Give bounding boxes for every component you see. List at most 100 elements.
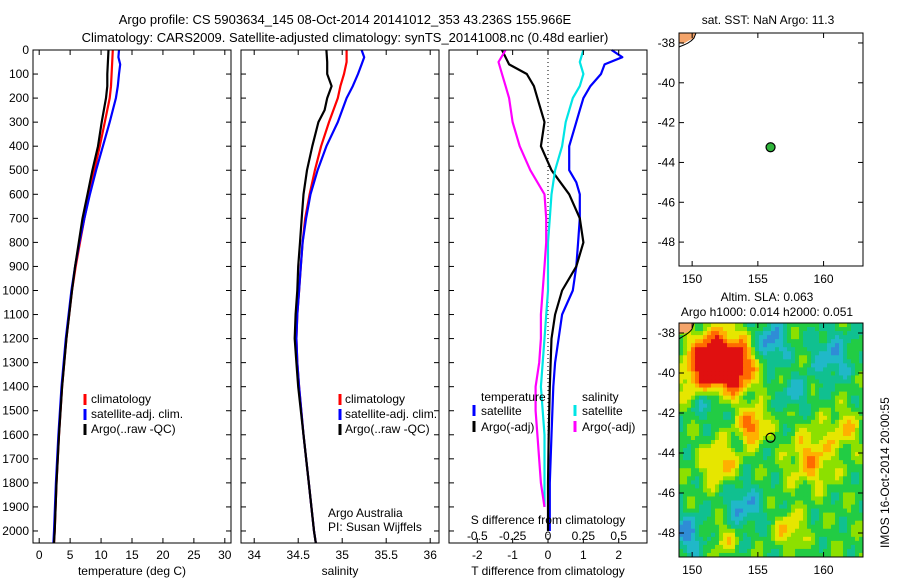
sla-cell — [687, 383, 692, 388]
sla-cell — [847, 484, 852, 489]
sla-cell — [807, 552, 812, 558]
sla-cell — [683, 347, 688, 352]
sla-cell — [803, 387, 808, 392]
depth-tick-label: 100 — [9, 67, 29, 81]
sla-cell — [819, 407, 824, 413]
sla-cell — [783, 464, 788, 469]
sla-cell — [735, 440, 740, 445]
sla-cell — [739, 323, 744, 328]
sla-cell — [731, 536, 736, 542]
sla-cell — [759, 423, 764, 429]
sla-cell — [727, 399, 732, 405]
sla-cell — [787, 419, 792, 425]
sla-cell — [751, 552, 756, 558]
sla-cell — [851, 548, 856, 554]
sla-cell — [831, 399, 836, 405]
sla-cell — [727, 540, 732, 546]
sla-cell — [719, 480, 724, 485]
sla-cell — [775, 415, 780, 421]
depth-tick-label: 400 — [9, 139, 29, 153]
sla-cell — [807, 472, 812, 477]
sla-cell — [707, 383, 712, 388]
sla-cell — [751, 496, 756, 501]
sla-cell — [851, 504, 856, 509]
sla-cell — [771, 536, 776, 542]
sla-cell — [691, 327, 696, 332]
sla-cell — [839, 427, 844, 433]
sla-cell — [795, 371, 800, 376]
sla-cell — [763, 367, 768, 372]
sla-cell — [691, 468, 696, 473]
sla-cell — [827, 339, 832, 344]
sla-cell — [795, 456, 800, 461]
lat-tick-label: -42 — [658, 116, 676, 130]
sla-cell — [859, 500, 864, 505]
sla-cell — [847, 528, 852, 534]
sla-cell — [807, 431, 812, 437]
sla-cell — [823, 520, 828, 526]
sla-cell — [791, 379, 796, 384]
sla-cell — [831, 468, 836, 473]
sla-cell — [751, 415, 756, 421]
sla-cell — [775, 488, 780, 493]
sla-cell — [779, 347, 784, 352]
sla-cell — [759, 383, 764, 388]
sla-cell — [727, 391, 732, 397]
sla-cell — [735, 435, 740, 441]
sla-cell — [775, 323, 780, 328]
sla-cell — [795, 391, 800, 397]
sla-cell — [839, 375, 844, 380]
sla-cell — [743, 367, 748, 372]
sla-cell — [687, 427, 692, 433]
sla-cell — [799, 335, 804, 340]
sla-cell — [823, 359, 828, 364]
sla-cell — [767, 411, 772, 417]
sla-cell — [819, 367, 824, 372]
sla-cell — [759, 472, 764, 477]
sla-cell — [843, 407, 848, 413]
sla-cell — [743, 524, 748, 530]
sla-cell — [815, 472, 820, 477]
sla-cell — [827, 359, 832, 364]
sla-cell — [699, 331, 704, 336]
sla-cell — [759, 500, 764, 505]
sla-cell — [703, 452, 708, 457]
sla-cell — [835, 383, 840, 388]
sla-cell — [807, 395, 812, 401]
sla-cell — [759, 415, 764, 421]
sla-cell — [775, 399, 780, 405]
sla-cell — [847, 431, 852, 437]
sla-cell — [715, 327, 720, 332]
sla-cell — [743, 395, 748, 401]
sla-cell — [827, 492, 832, 497]
sla-cell — [723, 379, 728, 384]
sla-cell — [703, 343, 708, 348]
sla-cell — [787, 339, 792, 344]
sla-cell — [819, 552, 824, 558]
sla-cell — [695, 468, 700, 473]
sla-cell — [807, 476, 812, 481]
sla-cell — [707, 516, 712, 522]
x-tick-label: 36 — [424, 548, 438, 562]
sla-cell — [691, 452, 696, 457]
sla-cell — [847, 323, 852, 328]
sla-cell — [707, 548, 712, 554]
sla-cell — [851, 460, 856, 465]
sla-cell — [763, 504, 768, 509]
sla-cell — [815, 363, 820, 368]
sla-cell — [815, 411, 820, 417]
sla-cell — [691, 347, 696, 352]
sla-cell — [819, 492, 824, 497]
sla-cell — [807, 484, 812, 489]
sla-cell — [839, 435, 844, 441]
sla-cell — [735, 460, 740, 465]
sla-map-title-line1: Altim. SLA: 0.063 — [721, 290, 814, 304]
sla-cell — [815, 415, 820, 421]
x-tick-label: 10 — [94, 548, 108, 562]
sla-cell — [771, 516, 776, 522]
sla-cell — [819, 536, 824, 542]
sla-cell — [679, 391, 684, 397]
sla-cell — [819, 524, 824, 530]
sla-cell — [695, 472, 700, 477]
sla-cell — [827, 419, 832, 425]
